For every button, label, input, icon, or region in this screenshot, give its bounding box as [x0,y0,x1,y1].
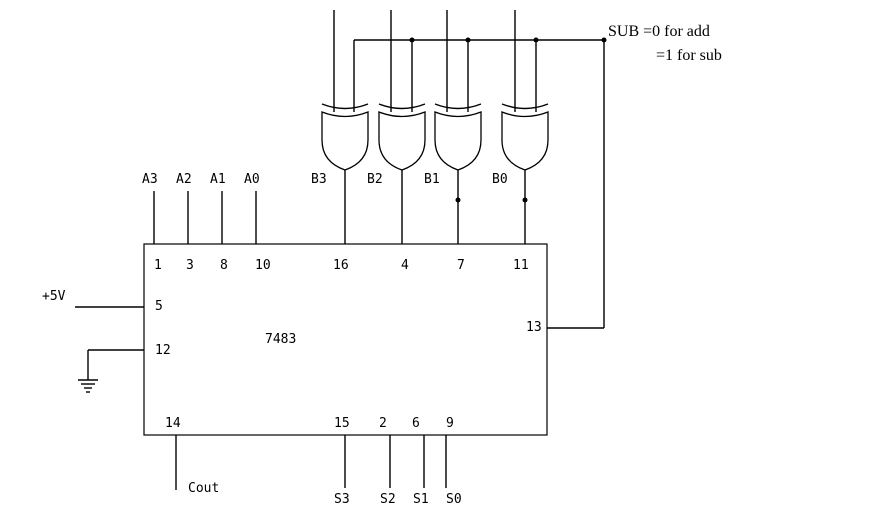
sub-sub-note: =1 for sub [656,47,722,64]
pin-number-s2: 2 [379,416,387,431]
pin-number-a2: 3 [186,258,194,273]
output-label-s0: S0 [446,492,462,507]
xor-gate-b2 [378,10,426,244]
label-a2: A2 [176,172,192,187]
pin-number-b1: 7 [457,258,465,273]
ic-7483-body [143,243,548,436]
pin-number-gnd: 12 [155,343,171,358]
pin-number-s3: 15 [334,416,350,431]
pin-number-carry-in: 13 [526,320,542,335]
power-label: +5V [42,289,66,304]
xor-gate-b1 [434,10,482,244]
sub-control-line [354,37,607,329]
label-b2: B2 [367,172,383,187]
pin-number-s1: 6 [412,416,420,431]
ground-icon [78,349,144,393]
pin-number-b3: 16 [333,258,349,273]
pin-number-a3: 1 [154,258,162,273]
pin-number-a0: 10 [255,258,271,273]
pin-number-vcc: 5 [155,299,163,314]
output-label-s3: S3 [334,492,350,507]
label-a0: A0 [244,172,260,187]
output-label-s1: S1 [413,492,429,507]
ic-part-number: 7483 [265,332,296,347]
xor-gate-b0 [501,10,549,244]
pin-number-b2: 4 [401,258,409,273]
xor-gate-b3 [321,10,369,244]
pin-number-cout: 14 [165,416,181,431]
label-a1: A1 [210,172,226,187]
label-b1: B1 [424,172,440,187]
sub-add-note: SUB =0 for add [608,23,710,40]
label-a3: A3 [142,172,158,187]
output-label-s2: S2 [380,492,396,507]
label-b0: B0 [492,172,508,187]
pin-number-s0: 9 [446,416,454,431]
pin-number-b0: 11 [513,258,529,273]
pin-number-a1: 8 [220,258,228,273]
carry-out-label: Cout [188,481,219,496]
label-b3: B3 [311,172,327,187]
